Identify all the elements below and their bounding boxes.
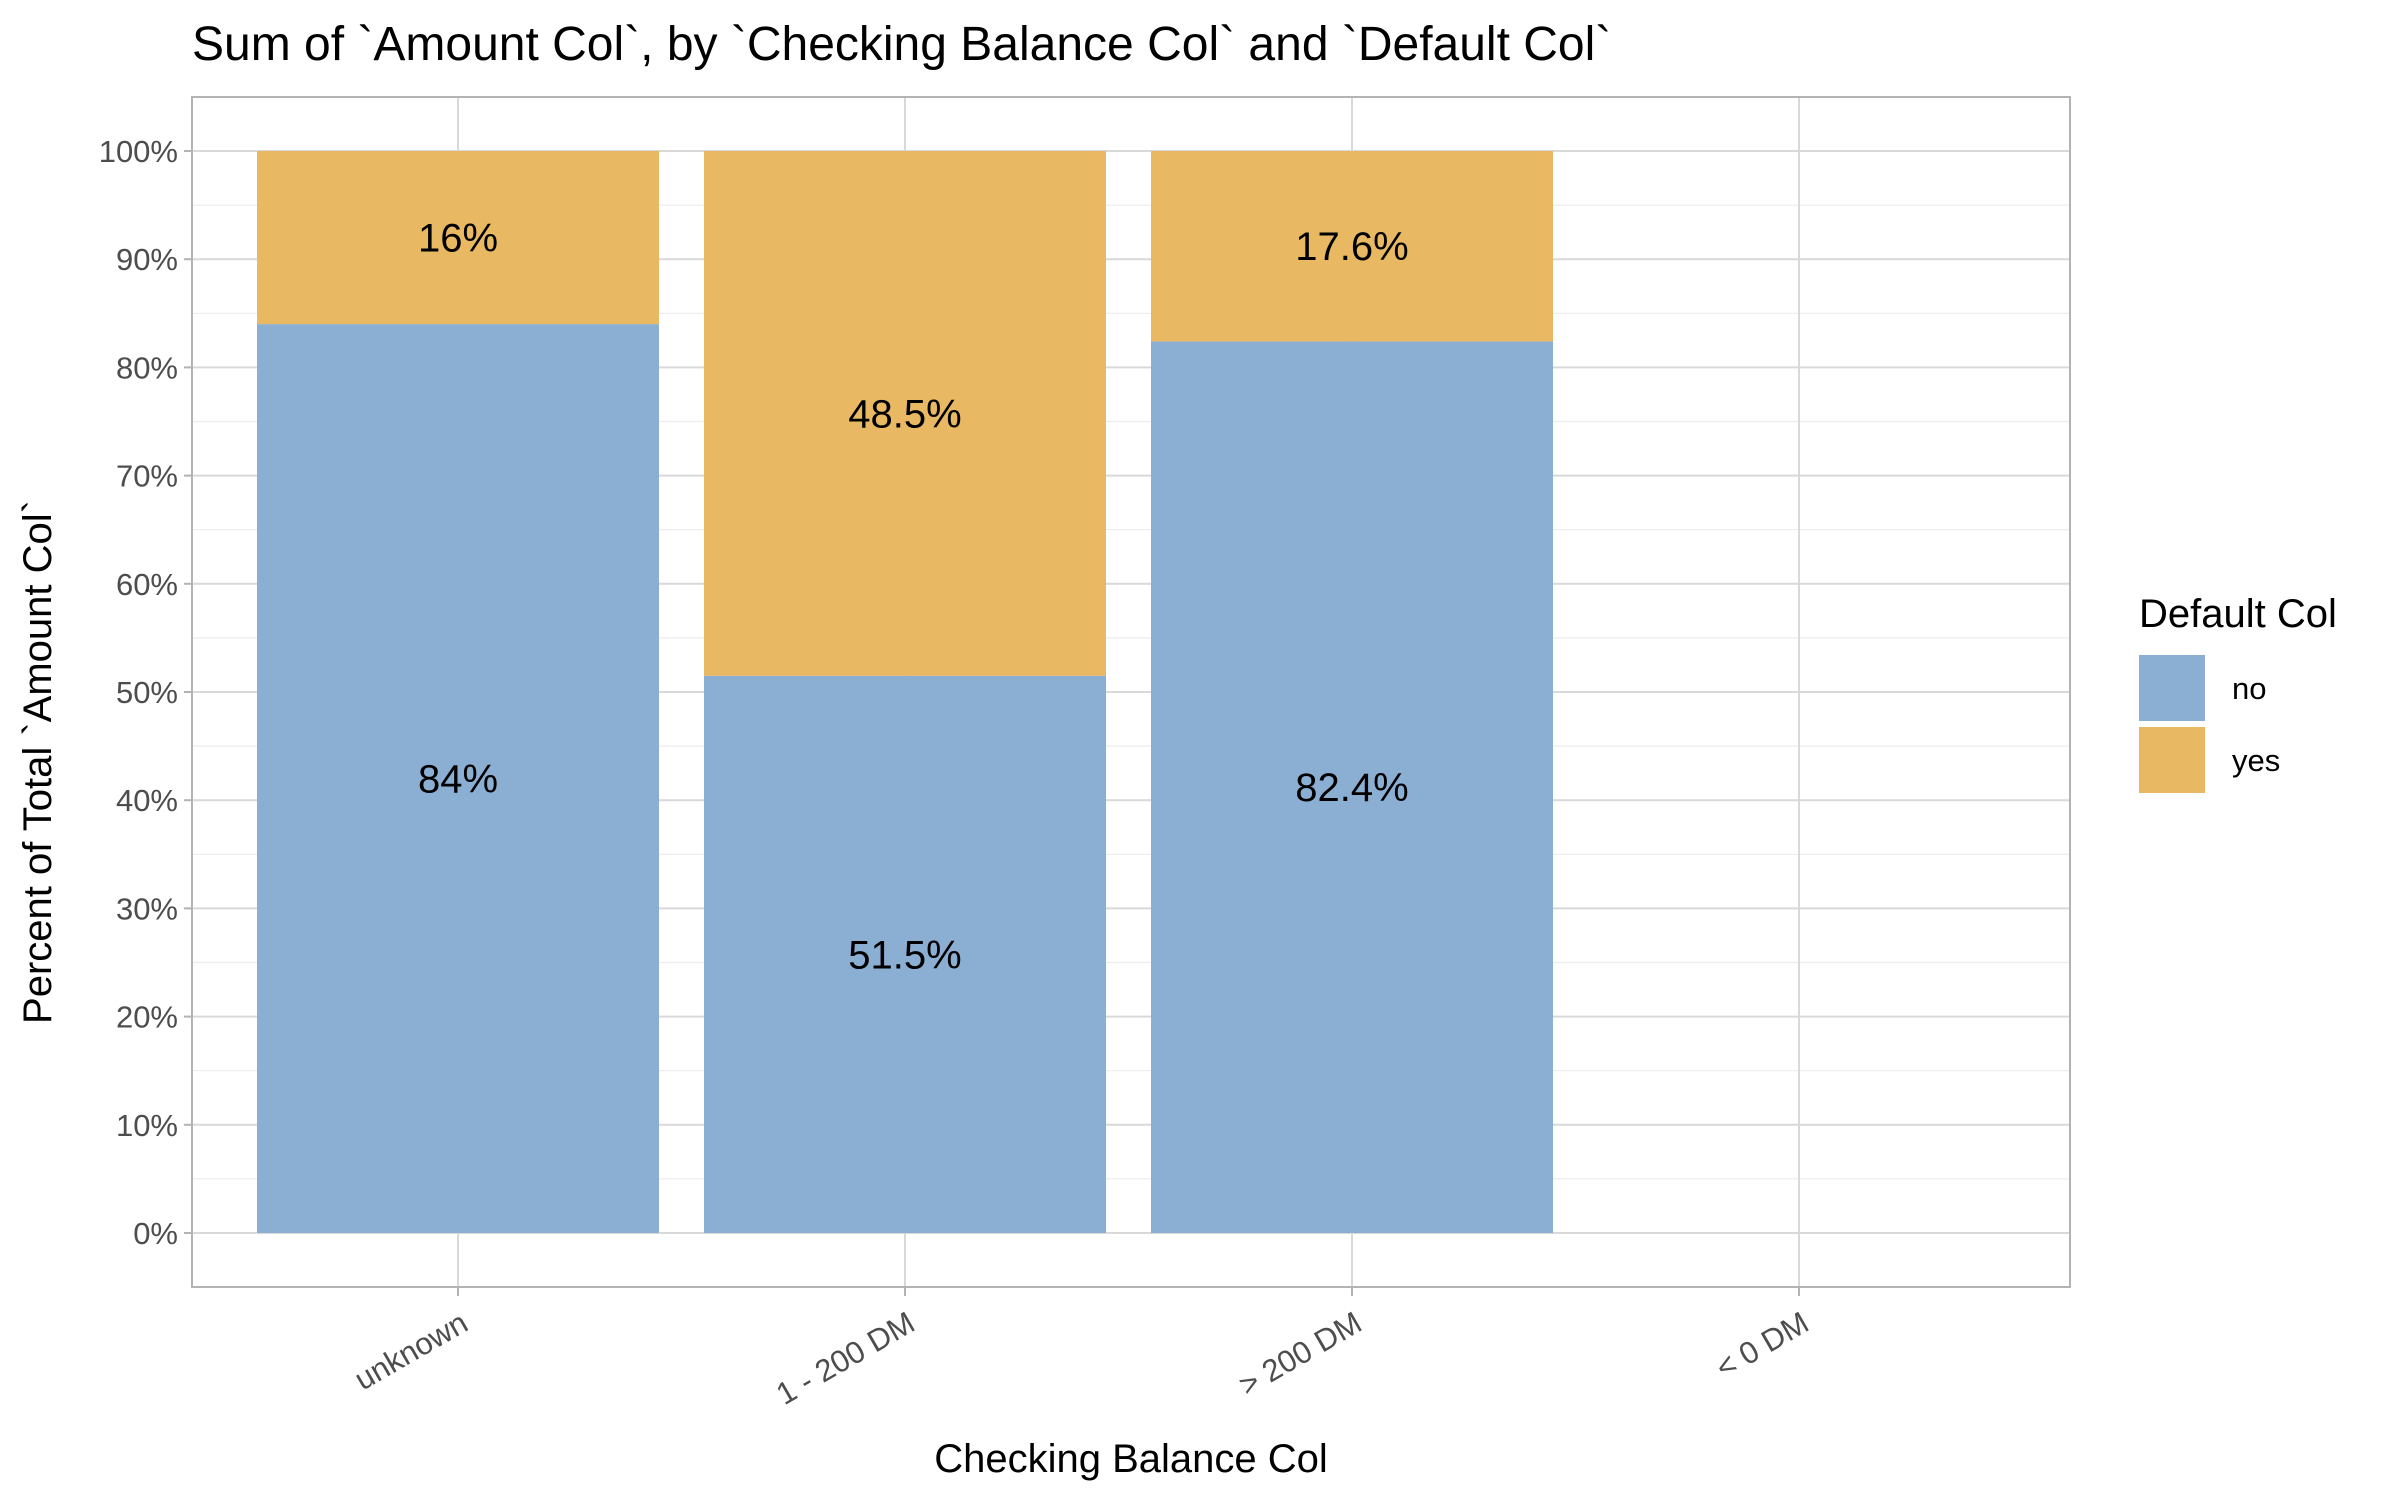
bar-segment-yes <box>704 151 1106 676</box>
bar-segment-no <box>704 675 1106 1233</box>
y-tick-label: 90% <box>116 242 178 277</box>
legend-key-no <box>2139 655 2205 721</box>
x-axis-title: Checking Balance Col <box>934 1437 1328 1481</box>
y-tick-label: 0% <box>133 1216 178 1251</box>
legend: Default Col no yes <box>2139 592 2337 793</box>
data-label: 51.5% <box>848 933 961 977</box>
y-tick-label: 20% <box>116 1000 178 1035</box>
legend-items: no yes <box>2139 655 2280 793</box>
bars <box>257 151 1553 1233</box>
data-label: 48.5% <box>848 392 961 436</box>
bar-segment-no <box>257 324 659 1233</box>
data-label: 82.4% <box>1295 766 1408 810</box>
legend-key-yes <box>2139 727 2205 793</box>
x-axis: unknown 1 - 200 DM > 200 DM < 0 DM <box>349 1287 1815 1412</box>
bar-segment-no <box>1151 341 1553 1233</box>
legend-title: Default Col <box>2139 592 2337 636</box>
legend-label: yes <box>2232 743 2280 778</box>
y-axis: 0% 10% 20% 30% 40% 50% 60% 70% 80% 90% 100% <box>99 134 192 1251</box>
bar-segment-yes <box>257 151 659 325</box>
y-tick-label: 50% <box>116 675 178 710</box>
data-label: 16% <box>418 217 498 261</box>
x-tick-label: < 0 DM <box>1710 1305 1815 1386</box>
y-tick-label: 30% <box>116 891 178 926</box>
y-tick-label: 60% <box>116 567 178 602</box>
chart-title: Sum of `Amount Col`, by `Checking Balanc… <box>192 18 1611 71</box>
y-tick-label: 70% <box>116 459 178 494</box>
legend-label: no <box>2232 671 2266 706</box>
x-tick-label: unknown <box>349 1305 474 1397</box>
y-tick-label: 100% <box>99 134 178 169</box>
x-tick-label: > 200 DM <box>1233 1305 1368 1403</box>
bar-segment-yes <box>1151 151 1553 342</box>
x-tick-label: 1 - 200 DM <box>770 1305 920 1412</box>
y-tick-label: 80% <box>116 350 178 385</box>
data-labels: 84% 16% 51.5% 48.5% 82.4% 17.6% <box>418 217 1409 978</box>
y-tick-label: 40% <box>116 783 178 818</box>
data-label: 84% <box>418 758 498 802</box>
y-tick-label: 10% <box>116 1108 178 1143</box>
data-label: 17.6% <box>1295 225 1408 269</box>
y-axis-title: Percent of Total `Amount Col` <box>16 500 60 1024</box>
